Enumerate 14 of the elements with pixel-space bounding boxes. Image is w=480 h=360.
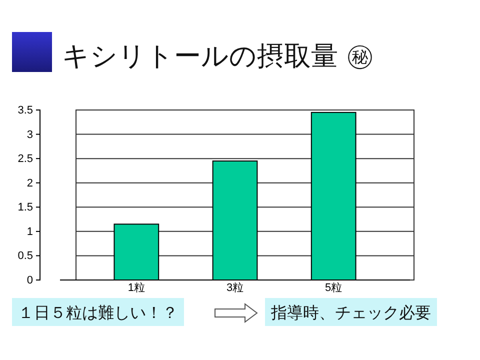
chart-title: キシリトールの摂取量 ㊙ xyxy=(62,41,374,72)
y-tick-label: 2 xyxy=(26,177,33,190)
x-tick-label: 5粒 xyxy=(325,282,342,294)
y-tick-label: 0.5 xyxy=(18,250,33,262)
x-tick-label: 1粒 xyxy=(128,282,145,294)
y-tick-label: 3.5 xyxy=(18,104,33,117)
y-tick-label: 1 xyxy=(26,226,33,238)
x-tick-label: 3粒 xyxy=(226,282,244,294)
y-tick-label: 2.5 xyxy=(18,153,33,166)
y-tick-label: 0 xyxy=(26,274,33,287)
text: 指導時、チェック必要 xyxy=(270,303,431,322)
y-tick-label: 1.5 xyxy=(18,202,33,214)
y-tick-label: 3 xyxy=(26,128,33,141)
text: １日５粒は難しい！？ xyxy=(18,303,178,322)
